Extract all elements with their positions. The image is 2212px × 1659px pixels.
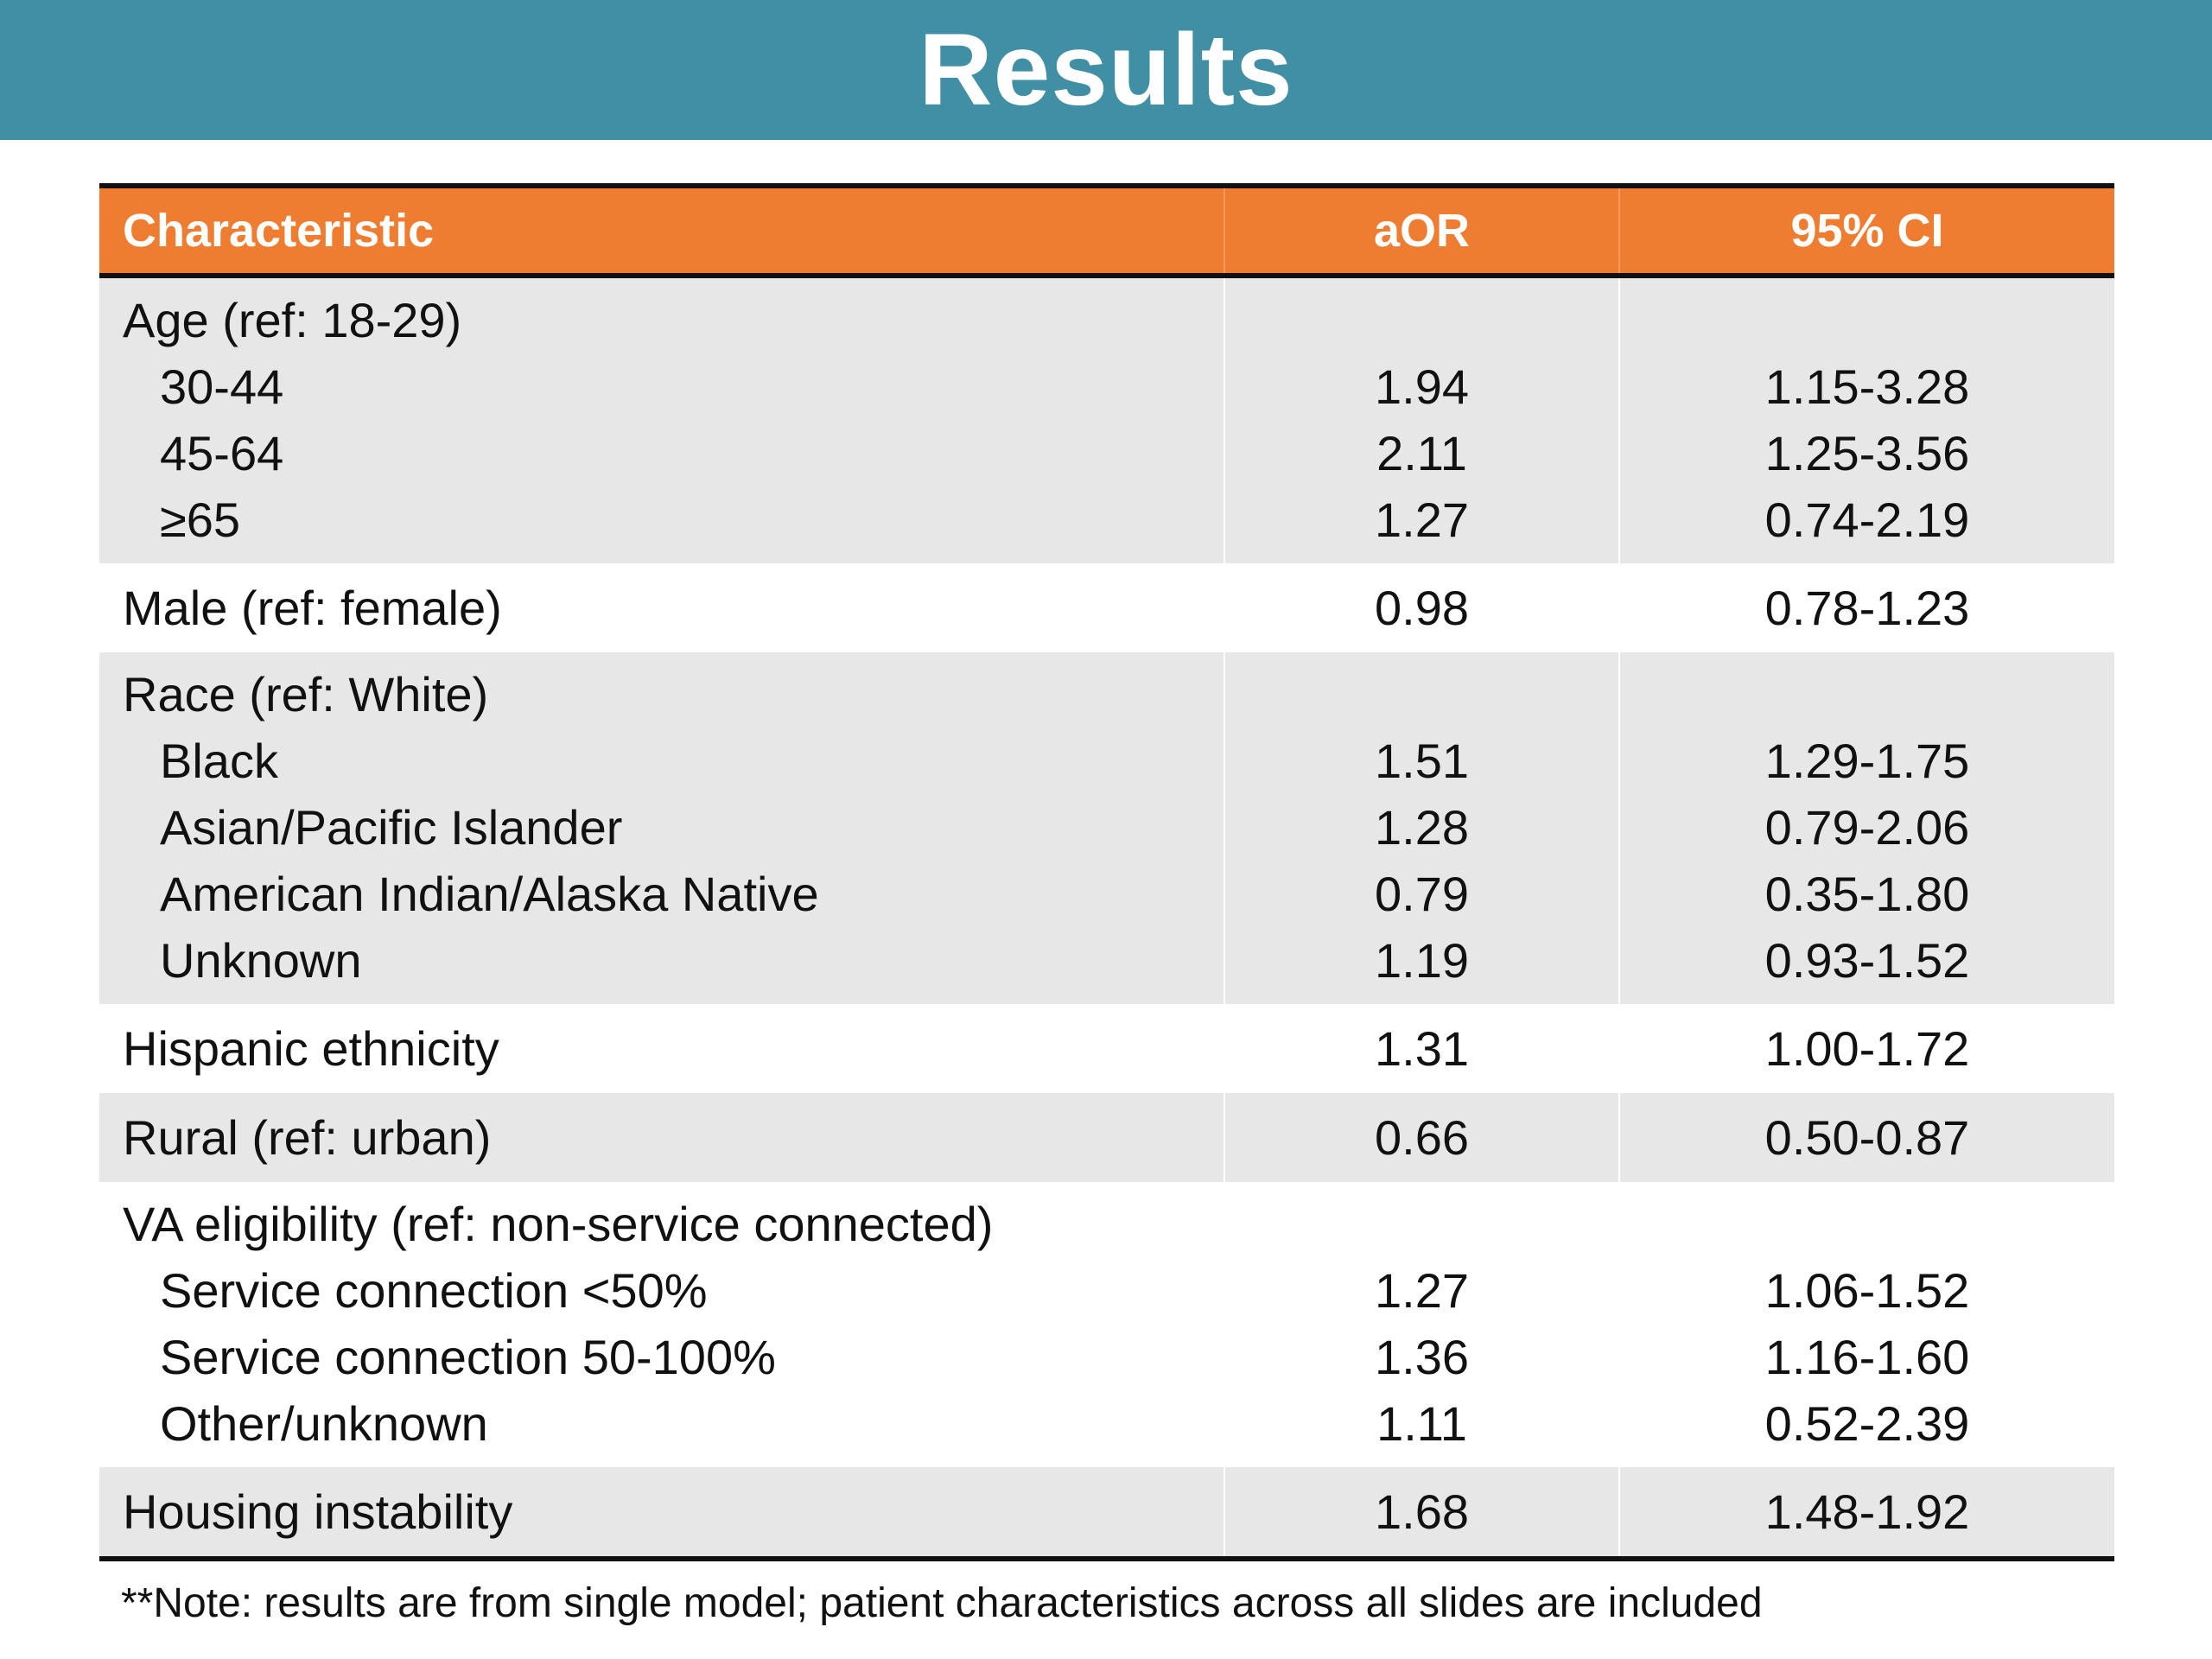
row-aor: 1.27: [1224, 1257, 1620, 1324]
row-ci: 0.78-1.23: [1619, 563, 2114, 652]
row-ci: [1619, 1182, 2114, 1257]
row-ci: 0.35-1.80: [1619, 861, 2114, 927]
row-label: Asian/Pacific Islander: [99, 794, 1225, 861]
row-aor: 2.11: [1224, 420, 1620, 486]
table-row: Housing instability 1.68 1.48-1.92: [99, 1467, 2114, 1561]
row-label: Male (ref: female): [99, 563, 1225, 652]
row-aor: 1.31: [1224, 1004, 1620, 1093]
row-label: 45-64: [99, 420, 1225, 486]
results-table-container: Characteristic aOR 95% CI Age (ref: 18-2…: [99, 183, 2114, 1561]
row-label: Race (ref: White): [99, 652, 1225, 728]
row-label: Black: [99, 728, 1225, 794]
row-aor: 1.19: [1224, 927, 1620, 1004]
header-characteristic: Characteristic: [99, 183, 1225, 278]
footnote: **Note: results are from single model; p…: [121, 1580, 1763, 1626]
row-ci: 1.29-1.75: [1619, 728, 2114, 794]
table-row: American Indian/Alaska Native 0.79 0.35-1.…: [99, 861, 2114, 927]
table-row: Service connection 50-100% 1.36 1.16-1.60: [99, 1324, 2114, 1390]
table-row: Service connection <50% 1.27 1.06-1.52: [99, 1257, 2114, 1324]
row-ci: 0.50-0.87: [1619, 1093, 2114, 1182]
table-row: Age (ref: 18-29): [99, 276, 2114, 353]
row-aor: [1224, 1182, 1620, 1257]
row-ci: [1619, 276, 2114, 353]
table-row: 45-64 2.11 1.25-3.56: [99, 420, 2114, 486]
row-aor: 0.98: [1224, 563, 1620, 652]
row-ci: 1.16-1.60: [1619, 1324, 2114, 1390]
row-aor: 0.66: [1224, 1093, 1620, 1182]
table-row: Black 1.51 1.29-1.75: [99, 728, 2114, 794]
table-row: Rural (ref: urban) 0.66 0.50-0.87: [99, 1093, 2114, 1182]
row-ci: 1.15-3.28: [1619, 353, 2114, 420]
table-header-row: Characteristic aOR 95% CI: [99, 183, 2114, 278]
row-label: VA eligibility (ref: non-service connect…: [99, 1182, 1225, 1257]
row-ci: 1.00-1.72: [1619, 1004, 2114, 1093]
row-label: Service connection <50%: [99, 1257, 1225, 1324]
row-aor: 0.79: [1224, 861, 1620, 927]
row-aor: 1.28: [1224, 794, 1620, 861]
row-label: ≥65: [99, 486, 1225, 563]
results-table: Characteristic aOR 95% CI Age (ref: 18-2…: [99, 183, 2114, 1561]
table-row: VA eligibility (ref: non-service connect…: [99, 1182, 2114, 1257]
row-label: Housing instability: [99, 1467, 1225, 1561]
row-aor: 1.51: [1224, 728, 1620, 794]
row-ci: 1.25-3.56: [1619, 420, 2114, 486]
row-aor: 1.36: [1224, 1324, 1620, 1390]
table-row: Other/unknown 1.11 0.52-2.39: [99, 1390, 2114, 1467]
row-ci: [1619, 652, 2114, 728]
table-row: Unknown 1.19 0.93-1.52: [99, 927, 2114, 1004]
row-aor: 1.94: [1224, 353, 1620, 420]
row-label: Rural (ref: urban): [99, 1093, 1225, 1182]
table-row: Hispanic ethnicity 1.31 1.00-1.72: [99, 1004, 2114, 1093]
table-row: Male (ref: female) 0.98 0.78-1.23: [99, 563, 2114, 652]
row-label: Other/unknown: [99, 1390, 1225, 1467]
table-row: Race (ref: White): [99, 652, 2114, 728]
row-aor: [1224, 652, 1620, 728]
table-body: Age (ref: 18-29) 30-44 1.94 1.15-3.28 45-64 2…: [99, 276, 2114, 1561]
row-label: Unknown: [99, 927, 1225, 1004]
table-row: ≥65 1.27 0.74-2.19: [99, 486, 2114, 563]
row-label: American Indian/Alaska Native: [99, 861, 1225, 927]
row-aor: 1.11: [1224, 1390, 1620, 1467]
row-aor: 1.27: [1224, 486, 1620, 563]
header-ci: 95% CI: [1619, 183, 2114, 278]
row-ci: 0.74-2.19: [1619, 486, 2114, 563]
row-aor: [1224, 276, 1620, 353]
row-label: Service connection 50-100%: [99, 1324, 1225, 1390]
row-ci: 0.52-2.39: [1619, 1390, 2114, 1467]
row-aor: 1.68: [1224, 1467, 1620, 1561]
row-label: Hispanic ethnicity: [99, 1004, 1225, 1093]
header-aor: aOR: [1224, 183, 1620, 278]
table-row: 30-44 1.94 1.15-3.28: [99, 353, 2114, 420]
row-label: 30-44: [99, 353, 1225, 420]
row-ci: 1.48-1.92: [1619, 1467, 2114, 1561]
title-bar: Results: [0, 0, 2212, 140]
row-ci: 0.93-1.52: [1619, 927, 2114, 1004]
row-label: Age (ref: 18-29): [99, 276, 1225, 353]
row-ci: 1.06-1.52: [1619, 1257, 2114, 1324]
slide-title: Results: [918, 13, 1294, 127]
row-ci: 0.79-2.06: [1619, 794, 2114, 861]
table-row: Asian/Pacific Islander 1.28 0.79-2.06: [99, 794, 2114, 861]
